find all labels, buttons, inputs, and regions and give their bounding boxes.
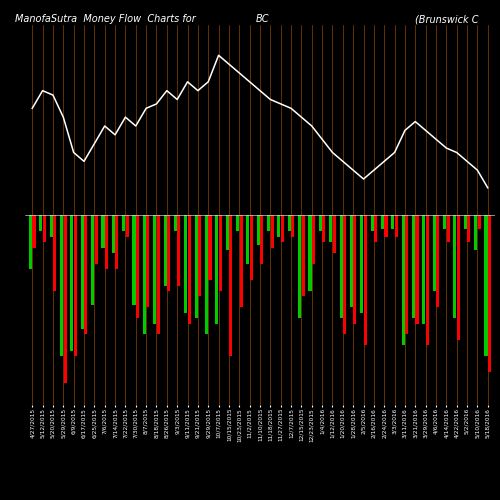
Bar: [402, 215, 404, 346]
Bar: [116, 215, 118, 270]
Bar: [236, 215, 239, 232]
Bar: [156, 215, 160, 334]
Bar: [302, 215, 304, 296]
Bar: [208, 215, 212, 280]
Bar: [329, 215, 332, 242]
Bar: [350, 215, 353, 308]
Bar: [260, 215, 264, 264]
Bar: [278, 215, 280, 236]
Bar: [443, 215, 446, 228]
Bar: [178, 215, 180, 286]
Bar: [240, 215, 242, 308]
Bar: [146, 215, 150, 308]
Bar: [454, 215, 456, 318]
Bar: [53, 215, 56, 291]
Bar: [43, 215, 46, 242]
Bar: [322, 215, 326, 242]
Bar: [102, 215, 104, 248]
Bar: [478, 215, 480, 228]
Bar: [29, 215, 32, 270]
Bar: [392, 215, 394, 228]
Bar: [184, 215, 188, 312]
Bar: [70, 215, 74, 350]
Bar: [474, 215, 477, 250]
Bar: [112, 215, 115, 253]
Bar: [432, 215, 436, 291]
Bar: [488, 215, 491, 372]
Bar: [64, 215, 66, 384]
Bar: [405, 215, 408, 334]
Text: ManofaSutra  Money Flow  Charts for: ManofaSutra Money Flow Charts for: [15, 14, 196, 24]
Bar: [91, 215, 94, 304]
Bar: [384, 215, 388, 236]
Bar: [132, 215, 136, 304]
Bar: [312, 215, 315, 264]
Bar: [319, 215, 322, 232]
Bar: [267, 215, 270, 232]
Bar: [426, 215, 429, 346]
Bar: [468, 215, 470, 242]
Bar: [226, 215, 228, 250]
Bar: [164, 215, 166, 286]
Bar: [436, 215, 440, 308]
Bar: [340, 215, 342, 318]
Bar: [122, 215, 125, 232]
Bar: [94, 215, 98, 264]
Bar: [412, 215, 415, 318]
Bar: [270, 215, 274, 248]
Bar: [354, 215, 356, 324]
Bar: [360, 215, 364, 312]
Bar: [198, 215, 201, 296]
Bar: [60, 215, 63, 356]
Bar: [153, 215, 156, 324]
Bar: [332, 215, 336, 253]
Bar: [105, 215, 108, 270]
Bar: [126, 215, 128, 236]
Bar: [136, 215, 139, 318]
Bar: [416, 215, 418, 324]
Bar: [446, 215, 450, 242]
Bar: [188, 215, 191, 324]
Bar: [298, 215, 301, 318]
Bar: [167, 215, 170, 291]
Bar: [288, 215, 291, 232]
Bar: [84, 215, 87, 334]
Bar: [281, 215, 284, 242]
Bar: [216, 215, 218, 324]
Bar: [484, 215, 488, 356]
Bar: [229, 215, 232, 356]
Text: (Brunswick C: (Brunswick C: [415, 14, 478, 24]
Bar: [205, 215, 208, 334]
Bar: [256, 215, 260, 245]
Bar: [457, 215, 460, 340]
Bar: [292, 215, 294, 236]
Bar: [246, 215, 250, 264]
Bar: [40, 215, 42, 232]
Bar: [422, 215, 426, 324]
Bar: [74, 215, 77, 356]
Bar: [50, 215, 52, 236]
Bar: [370, 215, 374, 232]
Bar: [308, 215, 312, 291]
Bar: [174, 215, 177, 232]
Bar: [374, 215, 377, 242]
Bar: [395, 215, 398, 236]
Bar: [464, 215, 467, 228]
Bar: [219, 215, 222, 291]
Bar: [80, 215, 84, 329]
Text: BC: BC: [256, 14, 269, 24]
Bar: [250, 215, 253, 280]
Bar: [194, 215, 198, 318]
Bar: [343, 215, 346, 334]
Bar: [381, 215, 384, 228]
Bar: [143, 215, 146, 334]
Bar: [32, 215, 35, 248]
Bar: [364, 215, 367, 346]
